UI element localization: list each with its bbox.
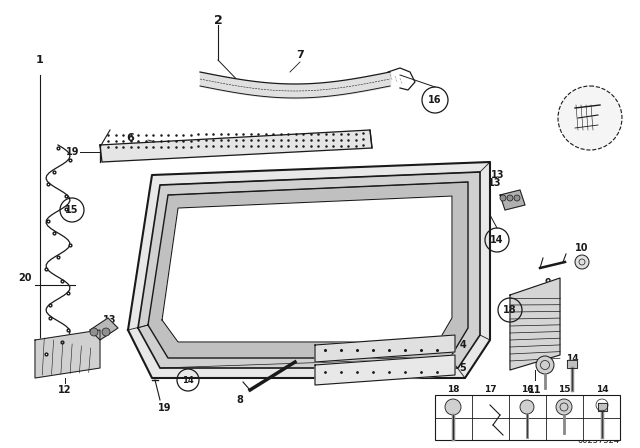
Text: 15: 15: [539, 353, 551, 362]
Circle shape: [520, 400, 534, 414]
Polygon shape: [510, 278, 560, 370]
Polygon shape: [35, 330, 100, 378]
Text: 15: 15: [557, 384, 570, 393]
Circle shape: [556, 399, 572, 415]
Text: 13: 13: [103, 315, 116, 325]
Polygon shape: [598, 403, 607, 411]
Circle shape: [445, 399, 461, 415]
Circle shape: [500, 195, 506, 201]
Polygon shape: [315, 355, 455, 385]
Circle shape: [507, 195, 513, 201]
Polygon shape: [128, 162, 490, 378]
Text: 5: 5: [460, 363, 467, 373]
Text: 4: 4: [460, 340, 467, 350]
Polygon shape: [100, 130, 372, 162]
Text: 9: 9: [545, 278, 552, 288]
Text: 6: 6: [126, 133, 134, 143]
Polygon shape: [500, 190, 525, 210]
Text: 2: 2: [214, 13, 222, 26]
Text: 14: 14: [566, 353, 579, 362]
Polygon shape: [90, 318, 118, 340]
Text: 13: 13: [488, 178, 502, 188]
Text: 18: 18: [447, 384, 460, 393]
Text: 12: 12: [58, 385, 72, 395]
Text: 16: 16: [521, 384, 533, 393]
Text: 20: 20: [19, 273, 32, 283]
Text: 19: 19: [67, 147, 80, 157]
Polygon shape: [567, 360, 577, 368]
Circle shape: [558, 86, 622, 150]
Text: 19: 19: [158, 403, 172, 413]
Bar: [435, 395, 620, 440]
Text: 14: 14: [182, 375, 194, 384]
Circle shape: [90, 328, 98, 336]
Text: 14: 14: [490, 235, 504, 245]
Text: 3: 3: [609, 103, 617, 113]
Circle shape: [575, 255, 589, 269]
Text: 14: 14: [596, 384, 608, 393]
Text: 18: 18: [503, 305, 517, 315]
Text: 00257524: 00257524: [578, 436, 620, 445]
Circle shape: [536, 356, 554, 374]
Polygon shape: [162, 196, 452, 342]
Polygon shape: [315, 335, 455, 362]
Circle shape: [514, 195, 520, 201]
Text: 7: 7: [296, 50, 304, 60]
Text: 13: 13: [492, 170, 505, 180]
Text: 10: 10: [575, 243, 589, 253]
Polygon shape: [148, 182, 468, 358]
Text: 8: 8: [237, 395, 243, 405]
Text: 16: 16: [428, 95, 442, 105]
Text: 15: 15: [65, 205, 79, 215]
Text: 1: 1: [36, 55, 44, 65]
Circle shape: [102, 328, 110, 336]
Polygon shape: [138, 172, 480, 368]
Text: 11: 11: [528, 385, 541, 395]
Text: 17: 17: [484, 384, 496, 393]
